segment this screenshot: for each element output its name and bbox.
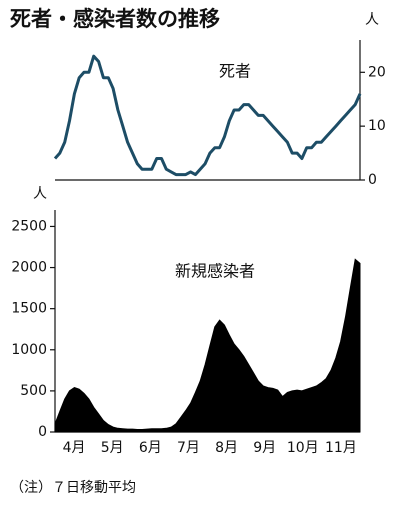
x-tick-label: 10月 bbox=[287, 440, 319, 456]
y-unit: 人 bbox=[33, 186, 47, 202]
x-tick-label: 4月 bbox=[63, 440, 86, 456]
y-tick-label: 0 bbox=[368, 172, 377, 188]
y-tick-label: 1500 bbox=[11, 301, 47, 317]
x-tick-label: 5月 bbox=[101, 440, 124, 456]
line bbox=[53, 54, 362, 177]
y-tick-label: 2500 bbox=[11, 218, 47, 234]
y-unit: 人 bbox=[365, 12, 379, 28]
area bbox=[54, 258, 361, 433]
x-tick-label: 11月 bbox=[325, 440, 357, 456]
y-tick-label: 1000 bbox=[11, 342, 47, 358]
y-tick-label: 10 bbox=[368, 118, 386, 134]
series-label: 新規感染者 bbox=[175, 262, 255, 281]
y-tick-label: 20 bbox=[368, 64, 386, 80]
x-tick-label: 6月 bbox=[139, 440, 162, 456]
chart-title: 死者・感染者数の推移 bbox=[10, 7, 220, 31]
y-tick-label: 0 bbox=[38, 424, 47, 440]
y-tick-label: 2000 bbox=[11, 260, 47, 276]
note: （注）７日移動平均 bbox=[10, 480, 136, 496]
x-tick-label: 9月 bbox=[253, 440, 276, 456]
x-tick-label: 8月 bbox=[215, 440, 238, 456]
x-tick-label: 7月 bbox=[177, 440, 200, 456]
series-label: 死者 bbox=[219, 62, 251, 81]
y-tick-label: 500 bbox=[20, 383, 47, 399]
